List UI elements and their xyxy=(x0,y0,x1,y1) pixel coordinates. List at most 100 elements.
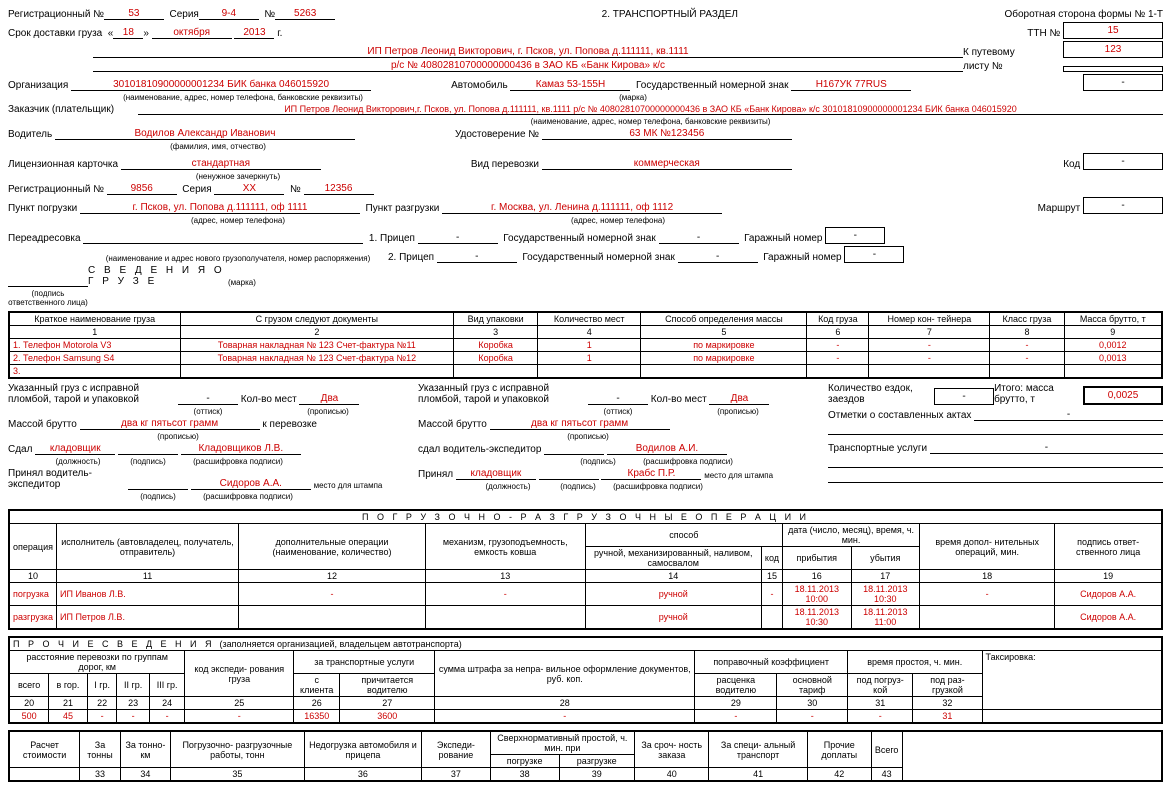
misc-h-unload: под раз- грузкой xyxy=(913,674,982,697)
year-suffix: г. xyxy=(277,28,282,39)
gov-plate-label: Государственный номерной знак xyxy=(636,80,788,91)
misc-h-tariff: основной тариф xyxy=(777,674,848,697)
sign-sub2: (подпись) xyxy=(128,492,188,501)
name4: Крабс П.Р. xyxy=(601,468,701,480)
unload-value: г. Москва, ул. Ленина д.111111, оф 1112 xyxy=(442,202,722,214)
auto-sub: (марка) xyxy=(573,93,693,102)
cargo-cell: Коробка xyxy=(454,352,538,365)
ops-cell: ручной xyxy=(585,606,761,630)
list-label: листу № xyxy=(963,61,1063,72)
ops-cell: ИП Иванов Л.В. xyxy=(57,583,239,606)
cargo-cell: 2. Телефон Samsung S4 xyxy=(9,352,180,365)
cost-h-urgent: За сроч- ность заказа xyxy=(635,731,709,768)
total-val: 0,0025 xyxy=(1083,386,1163,405)
cargo-cell: по маркировке xyxy=(641,339,807,352)
ops-h-sign: подпись ответ- ственного лица xyxy=(1055,524,1162,570)
cargo-cell xyxy=(538,365,641,379)
misc-cell: - xyxy=(149,710,184,724)
driver-name: Водилов Александр Иванович xyxy=(55,128,355,140)
cost-col-num: 34 xyxy=(120,768,170,782)
cost-h-total: Всего xyxy=(871,731,902,768)
ops-table: П О Г Р У З О Ч Н О - Р А З Г Р У З О Ч … xyxy=(8,509,1163,630)
cost-h-exp: Экспеди- рование xyxy=(422,731,491,768)
ops-col-num: 18 xyxy=(920,570,1055,583)
cost-col-num: 35 xyxy=(171,768,305,782)
ops-h-date: дата (число, месяц), время, ч. мин. xyxy=(783,524,920,547)
misc-col-num: 23 xyxy=(117,697,150,710)
misc-col-num: 32 xyxy=(913,697,982,710)
cost-col-num: 39 xyxy=(559,768,635,782)
accepted2-label: Принял xyxy=(418,469,453,480)
ops-h-addl: дополнительные операции (наименование, к… xyxy=(239,524,426,570)
misc-table: П Р О Ч И Е С В Е Д Е Н И Я (заполняется… xyxy=(8,636,1163,724)
cargo-header: Количество мест xyxy=(538,312,641,326)
cargo-cell xyxy=(641,365,807,379)
series: 9-4 xyxy=(199,8,259,20)
cargo-cell xyxy=(180,365,454,379)
ops-h-op: операция xyxy=(9,524,57,570)
cost-h-under: Недогрузка автомобиля и прицепа xyxy=(304,731,421,768)
position1: кладовщик xyxy=(35,443,115,455)
cargo-header: Масса брутто, т xyxy=(1064,312,1162,326)
cargo-header: Код груза xyxy=(807,312,869,326)
misc-col-num: 24 xyxy=(149,697,184,710)
name-sub1: (расшифровка подписи) xyxy=(178,457,298,466)
misc-h-fine: сумма штрафа за непра- вильное оформлени… xyxy=(435,651,695,697)
misc-cell: - xyxy=(777,710,848,724)
name-sub4: (расшифровка подписи) xyxy=(608,482,708,491)
stamp-sub2: (оттиск) xyxy=(588,407,648,416)
mass2: два кг пятьсот грамм xyxy=(490,418,670,430)
misc-cell: 3600 xyxy=(340,710,435,724)
qty1: Два xyxy=(299,393,359,405)
cargo-col-num: 3 xyxy=(454,326,538,339)
transport-type: коммерческая xyxy=(542,158,792,170)
pos-sub1: (должность) xyxy=(38,457,118,466)
reg2-label: Регистрационный № xyxy=(8,184,104,195)
cargo-cell xyxy=(807,365,869,379)
delivery-label: Срок доставки груза xyxy=(8,28,102,39)
org-sub: (наименование, адрес, номер телефона, ба… xyxy=(93,93,393,102)
readdress-label: Переадресовка xyxy=(8,233,81,244)
cargo-cell: Товарная накладная № 123 Счет-фактура №1… xyxy=(180,339,454,352)
sign1 xyxy=(118,454,178,455)
cargo-header: С грузом следуют документы xyxy=(180,312,454,326)
loading-sub: (адрес, номер телефона) xyxy=(98,216,378,225)
ops-col-num: 16 xyxy=(783,570,852,583)
unload-sub: (адрес, номер телефона) xyxy=(478,216,758,225)
reg2-series: ХХ xyxy=(214,183,284,195)
form-side: Оборотная сторона формы № 1-Т xyxy=(1004,9,1163,20)
customer-label: Заказчик (плательщик) xyxy=(8,104,138,115)
prop-sub2: (прописью) xyxy=(88,432,268,441)
transport-type-label: Вид перевозки xyxy=(471,159,539,170)
misc-cell: - xyxy=(848,710,913,724)
stamp-sub1: (оттиск) xyxy=(178,407,238,416)
misc-col-num: 30 xyxy=(777,697,848,710)
misc-h-rate: расценка водителю xyxy=(695,674,777,697)
misc-h-code: код экспеди- рования груза xyxy=(185,651,294,697)
ops-cell: 18.11.2013 10:30 xyxy=(851,583,920,606)
cost-col-num: 40 xyxy=(635,768,709,782)
waybill-label: К путевому xyxy=(963,47,1063,58)
ops-cell: ИП Петров Л.В. xyxy=(57,606,239,630)
cargo-ok-1: Указанный груз с исправной пломбой, таро… xyxy=(8,383,178,405)
stamp-place1: место для штампа xyxy=(314,481,383,490)
loading-label: Пункт погрузки xyxy=(8,203,77,214)
cargo-col-num: 1 xyxy=(9,326,180,339)
cargo-col-num: 5 xyxy=(641,326,807,339)
misc-col-num: 21 xyxy=(49,697,88,710)
cargo-col-num: 7 xyxy=(869,326,990,339)
cargo-cell: 0,0012 xyxy=(1064,339,1162,352)
total-label: Итого: масса брутто, т xyxy=(994,383,1080,405)
cargo-cell: 3. xyxy=(9,365,180,379)
garage1-label: Гаражный номер xyxy=(744,233,822,244)
misc-h-city: в гор. xyxy=(49,674,88,697)
cost-col-num: 38 xyxy=(490,768,559,782)
cargo-cell: - xyxy=(807,339,869,352)
services-val: - xyxy=(930,442,1163,454)
dash-box-1: - xyxy=(1083,74,1163,91)
ops-cell: разгрузка xyxy=(9,606,57,630)
series-label: Серия xyxy=(170,9,199,20)
ops-cell: - xyxy=(761,583,782,606)
reg-no: 53 xyxy=(104,8,164,20)
header-row-1: Регистрационный № 53 Серия 9-4 № 5263 2.… xyxy=(8,8,1163,20)
